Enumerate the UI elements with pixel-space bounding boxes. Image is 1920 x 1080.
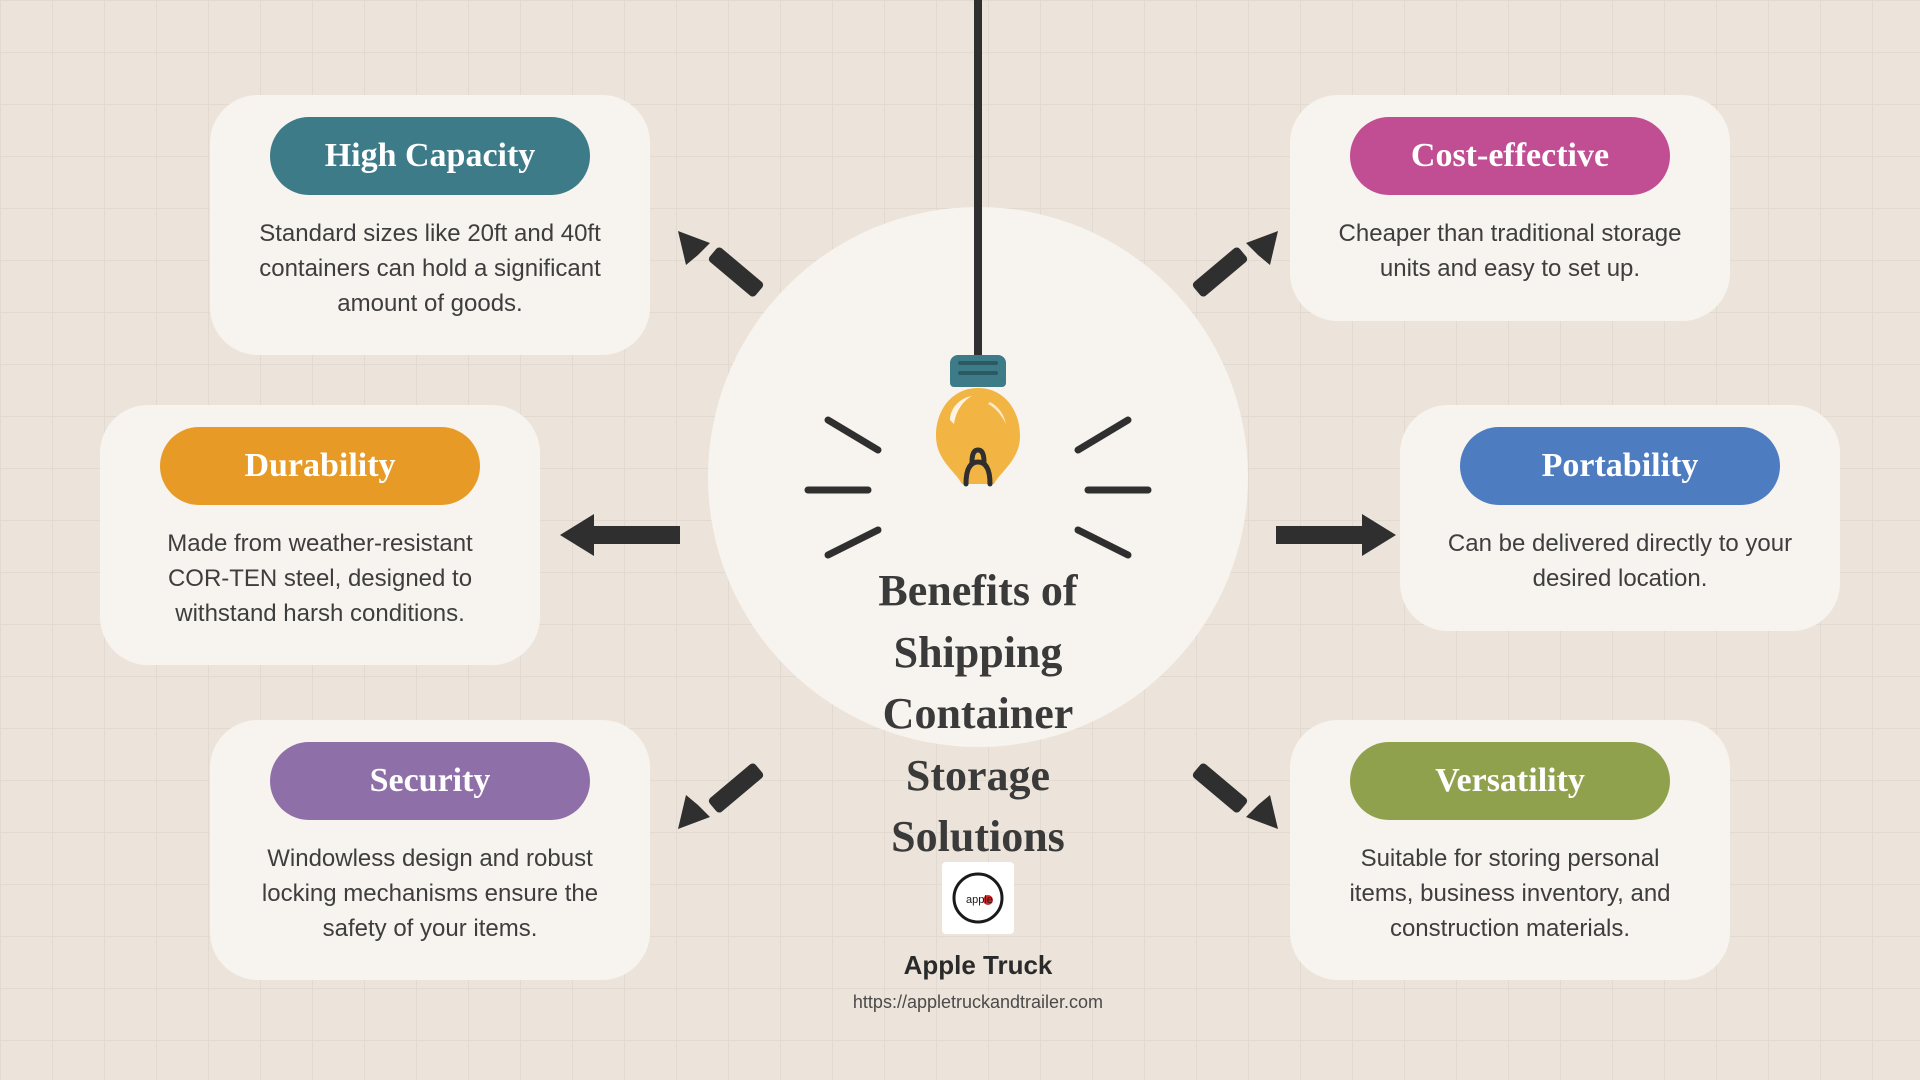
card-versatility: Versatility Suitable for storing persona… [1290, 720, 1730, 980]
desc-portability: Can be delivered directly to your desire… [1430, 527, 1810, 597]
card-cost-effective: Cost-effective Cheaper than traditional … [1290, 95, 1730, 321]
arrow-to-cost-effective [1188, 225, 1288, 315]
pill-portability: Portability [1460, 427, 1780, 505]
desc-cost-effective: Cheaper than traditional storage units a… [1320, 217, 1700, 287]
pill-security: Security [270, 742, 590, 820]
bulb-cord [974, 0, 982, 355]
card-security: Security Windowless design and robust lo… [210, 720, 650, 980]
brand-name: Apple Truck [848, 950, 1108, 981]
pill-cost-effective: Cost-effective [1350, 117, 1670, 195]
svg-text:apple: apple [966, 894, 993, 906]
desc-security: Windowless design and robust locking mec… [240, 842, 620, 946]
card-high-capacity: High Capacity Standard sizes like 20ft a… [210, 95, 650, 355]
pill-versatility: Versatility [1350, 742, 1670, 820]
arrow-to-durability [560, 510, 680, 560]
desc-high-capacity: Standard sizes like 20ft and 40ft contai… [240, 217, 620, 321]
center-title: Benefits of Shipping Container Storage S… [818, 560, 1138, 868]
card-portability: Portability Can be delivered directly to… [1400, 405, 1840, 631]
arrow-to-security [668, 745, 768, 835]
brand-logo: apple [942, 862, 1014, 934]
arrow-to-high-capacity [668, 225, 768, 315]
arrow-to-versatility [1188, 745, 1288, 835]
light-rays [788, 380, 1168, 580]
desc-versatility: Suitable for storing personal items, bus… [1320, 842, 1700, 946]
pill-durability: Durability [160, 427, 480, 505]
arrow-to-portability [1276, 510, 1396, 560]
card-durability: Durability Made from weather-resistant C… [100, 405, 540, 665]
desc-durability: Made from weather-resistant COR-TEN stee… [130, 527, 510, 631]
brand-url: https://appletruckandtrailer.com [848, 992, 1108, 1013]
pill-high-capacity: High Capacity [270, 117, 590, 195]
